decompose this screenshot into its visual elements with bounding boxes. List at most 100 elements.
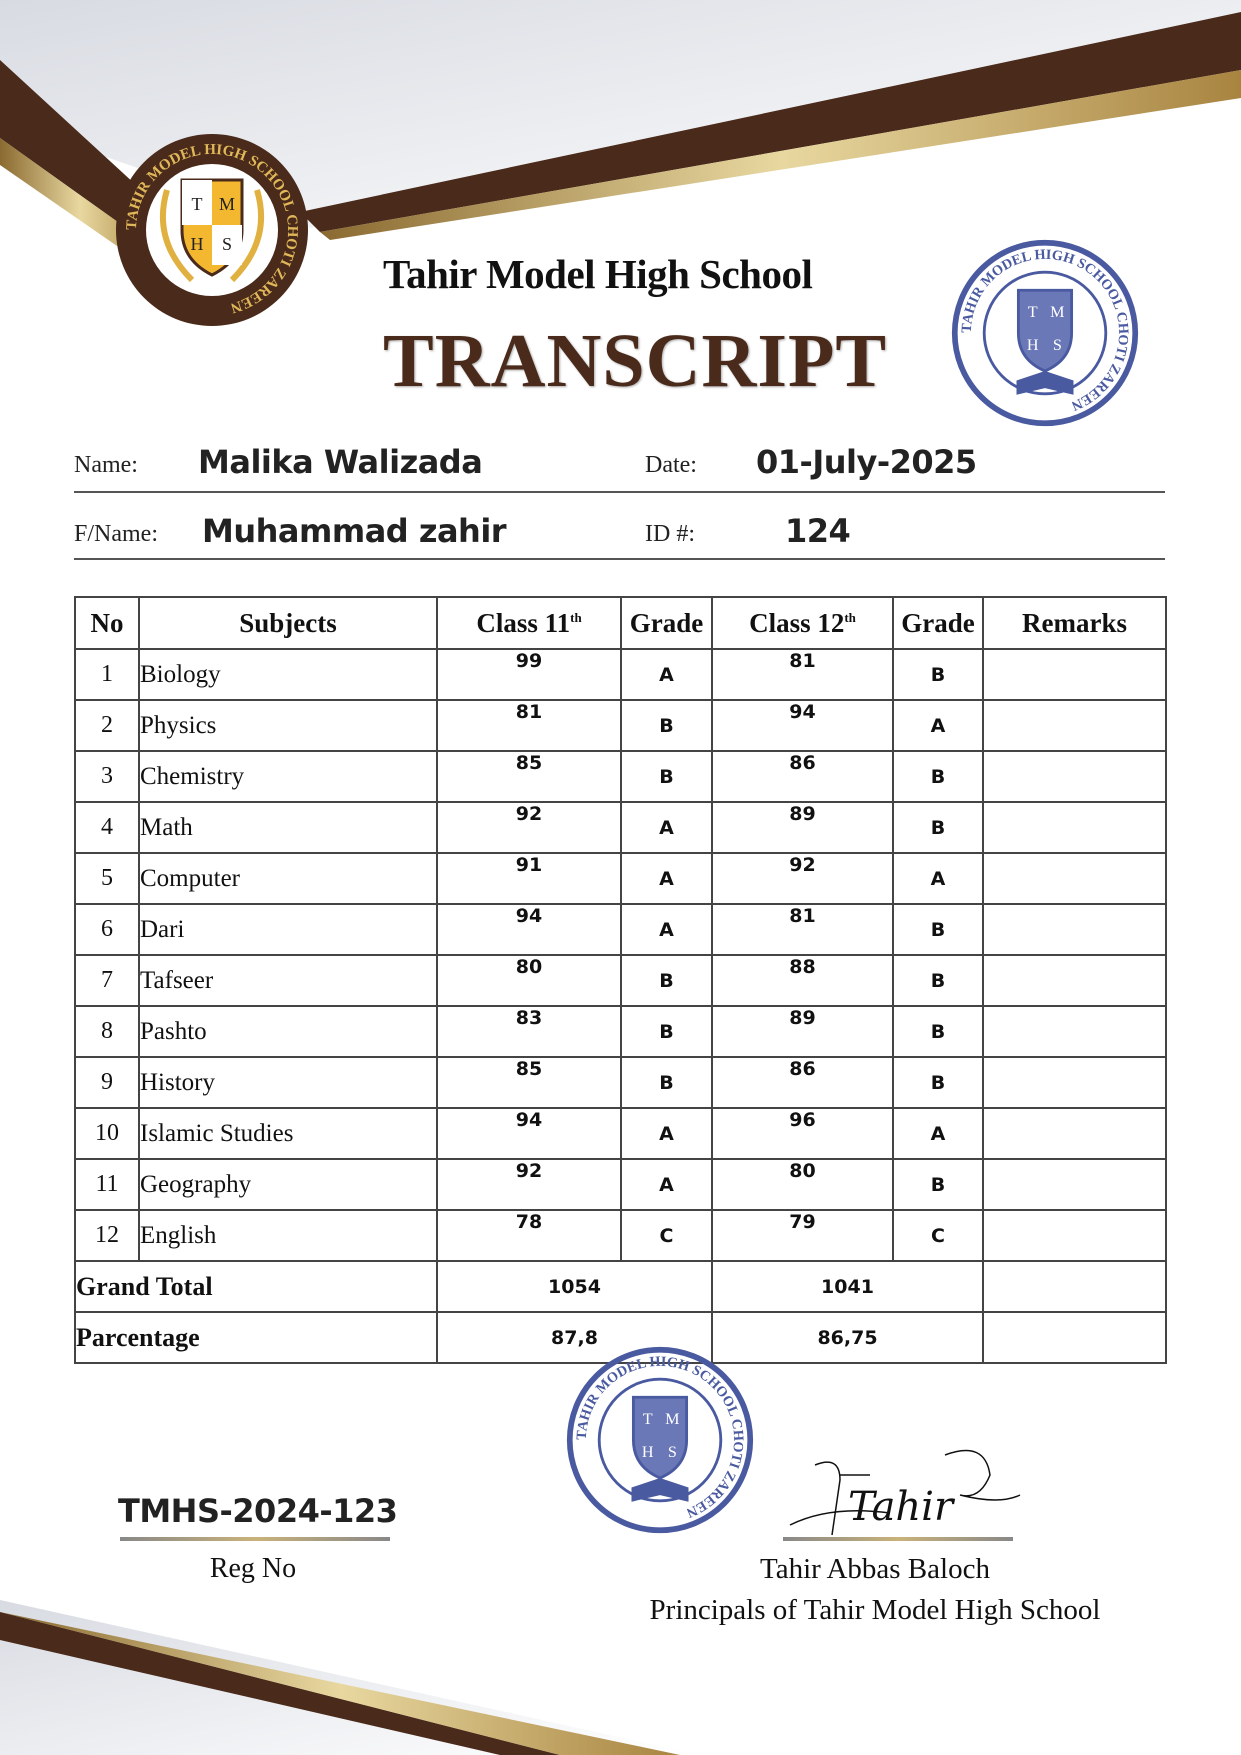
cell-class11-grade: B bbox=[620, 699, 713, 752]
cell-subject: Physics bbox=[138, 699, 438, 752]
table-row: 7 Tafseer 80 B 88 B bbox=[74, 954, 1167, 1007]
svg-text:S: S bbox=[1053, 337, 1062, 354]
svg-text:M: M bbox=[1050, 304, 1064, 321]
cell-subject: Islamic Studies bbox=[138, 1107, 438, 1160]
cell-class12-marks: 86 bbox=[711, 750, 894, 803]
cell-remarks bbox=[982, 1209, 1167, 1262]
cell-class12-grade: B bbox=[892, 1005, 984, 1058]
header-subjects: Subjects bbox=[138, 596, 438, 650]
document-title: TRANSCRIPT bbox=[383, 319, 888, 403]
header-class12: Class 12th bbox=[711, 596, 894, 650]
cell-remarks bbox=[982, 954, 1167, 1007]
cell-class11-marks: 81 bbox=[436, 699, 622, 752]
cell-subject: Tafseer bbox=[138, 954, 438, 1007]
cell-class11-grade: B bbox=[620, 1005, 713, 1058]
cell-class12-grade: A bbox=[892, 1107, 984, 1160]
cell-subject: Biology bbox=[138, 648, 438, 701]
cell-class12-grade: C bbox=[892, 1209, 984, 1262]
grades-table: No Subjects Class 11th Grade Class 12th … bbox=[74, 596, 1167, 1364]
cell-no: 4 bbox=[74, 801, 140, 854]
cell-class11-marks: 80 bbox=[436, 954, 622, 1007]
cell-remarks bbox=[982, 903, 1167, 956]
principal-title: Principals of Tahir Model High School bbox=[649, 1594, 1101, 1626]
table-row: 6 Dari 94 A 81 B bbox=[74, 903, 1167, 956]
table-row: 2 Physics 81 B 94 A bbox=[74, 699, 1167, 752]
registration-underline bbox=[120, 1537, 390, 1541]
cell-remarks bbox=[982, 801, 1167, 854]
header-no: No bbox=[74, 596, 140, 650]
top-gold-band bbox=[320, 70, 1241, 240]
cell-no: 7 bbox=[74, 954, 140, 1007]
cell-no: 10 bbox=[74, 1107, 140, 1160]
name-label: Name: bbox=[74, 452, 138, 478]
name-underline bbox=[74, 491, 1165, 493]
principal-name: Tahir Abbas Baloch bbox=[760, 1553, 990, 1585]
cell-subject: English bbox=[138, 1209, 438, 1262]
cell-class11-grade: A bbox=[620, 852, 713, 905]
table-row: 3 Chemistry 85 B 86 B bbox=[74, 750, 1167, 803]
cell-remarks bbox=[982, 852, 1167, 905]
cell-remarks bbox=[982, 1056, 1167, 1109]
father-name-underline bbox=[74, 558, 1165, 560]
cell-class11-marks: 85 bbox=[436, 750, 622, 803]
svg-text:S: S bbox=[222, 234, 232, 254]
student-name: Malika Walizada bbox=[198, 443, 483, 481]
cell-class12-grade: A bbox=[892, 852, 984, 905]
svg-text:H: H bbox=[1027, 337, 1039, 354]
bottom-gold-band bbox=[0, 1612, 680, 1755]
bottom-gray-panel bbox=[0, 1600, 700, 1755]
grand-total-class12: 1041 bbox=[711, 1260, 984, 1313]
svg-text:S: S bbox=[668, 1444, 677, 1461]
cell-remarks bbox=[982, 750, 1167, 803]
cell-class12-grade: B bbox=[892, 801, 984, 854]
principal-signature: Tahir bbox=[789, 1449, 1021, 1536]
svg-text:T: T bbox=[643, 1411, 653, 1428]
cell-class12-marks: 94 bbox=[711, 699, 894, 752]
cell-no: 5 bbox=[74, 852, 140, 905]
percentage-remarks bbox=[982, 1311, 1167, 1364]
cell-subject: Computer bbox=[138, 852, 438, 905]
grand-total-class11: 1054 bbox=[436, 1260, 713, 1313]
percentage-row: Parcentage 87,8 86,75 bbox=[74, 1311, 1167, 1364]
percentage-label: Parcentage bbox=[74, 1311, 438, 1364]
cell-subject: Pashto bbox=[138, 1005, 438, 1058]
cell-class11-grade: A bbox=[620, 1158, 713, 1211]
registration-label: Reg No bbox=[209, 1553, 297, 1584]
school-stamp: TAHIR MODEL HIGH SCHOOL CHOTI ZAREEN T M… bbox=[951, 239, 1139, 427]
cell-class12-grade: B bbox=[892, 903, 984, 956]
cell-class11-grade: A bbox=[620, 1107, 713, 1160]
cell-class11-grade: B bbox=[620, 750, 713, 803]
grand-total-remarks bbox=[982, 1260, 1167, 1313]
table-row: 12 English 78 C 79 C bbox=[74, 1209, 1167, 1262]
table-row: 11 Geography 92 A 80 B bbox=[74, 1158, 1167, 1211]
header-grade-11: Grade bbox=[620, 596, 713, 650]
cell-class12-grade: A bbox=[892, 699, 984, 752]
cell-no: 3 bbox=[74, 750, 140, 803]
cell-class11-marks: 83 bbox=[436, 1005, 622, 1058]
cell-remarks bbox=[982, 648, 1167, 701]
signature-line bbox=[783, 1537, 1013, 1541]
father-name: Muhammad zahir bbox=[202, 512, 507, 550]
cell-no: 9 bbox=[74, 1056, 140, 1109]
header-class11: Class 11th bbox=[436, 596, 622, 650]
cell-no: 1 bbox=[74, 648, 140, 701]
cell-class12-grade: B bbox=[892, 954, 984, 1007]
school-name: Tahir Model High School bbox=[383, 251, 813, 297]
cell-subject: History bbox=[138, 1056, 438, 1109]
cell-no: 2 bbox=[74, 699, 140, 752]
cell-class12-marks: 79 bbox=[711, 1209, 894, 1262]
cell-class12-marks: 89 bbox=[711, 1005, 894, 1058]
cell-class12-marks: 89 bbox=[711, 801, 894, 854]
top-gray-panel bbox=[0, 0, 1241, 228]
grand-total-row: Grand Total 1054 1041 bbox=[74, 1260, 1167, 1313]
svg-text:T: T bbox=[1028, 304, 1038, 321]
cell-remarks bbox=[982, 1158, 1167, 1211]
cell-class12-grade: B bbox=[892, 1158, 984, 1211]
table-row: 1 Biology 99 A 81 B bbox=[74, 648, 1167, 701]
cell-remarks bbox=[982, 1005, 1167, 1058]
cell-class12-marks: 92 bbox=[711, 852, 894, 905]
cell-class11-marks: 78 bbox=[436, 1209, 622, 1262]
table-row: 9 History 85 B 86 B bbox=[74, 1056, 1167, 1109]
cell-class12-marks: 96 bbox=[711, 1107, 894, 1160]
cell-no: 8 bbox=[74, 1005, 140, 1058]
